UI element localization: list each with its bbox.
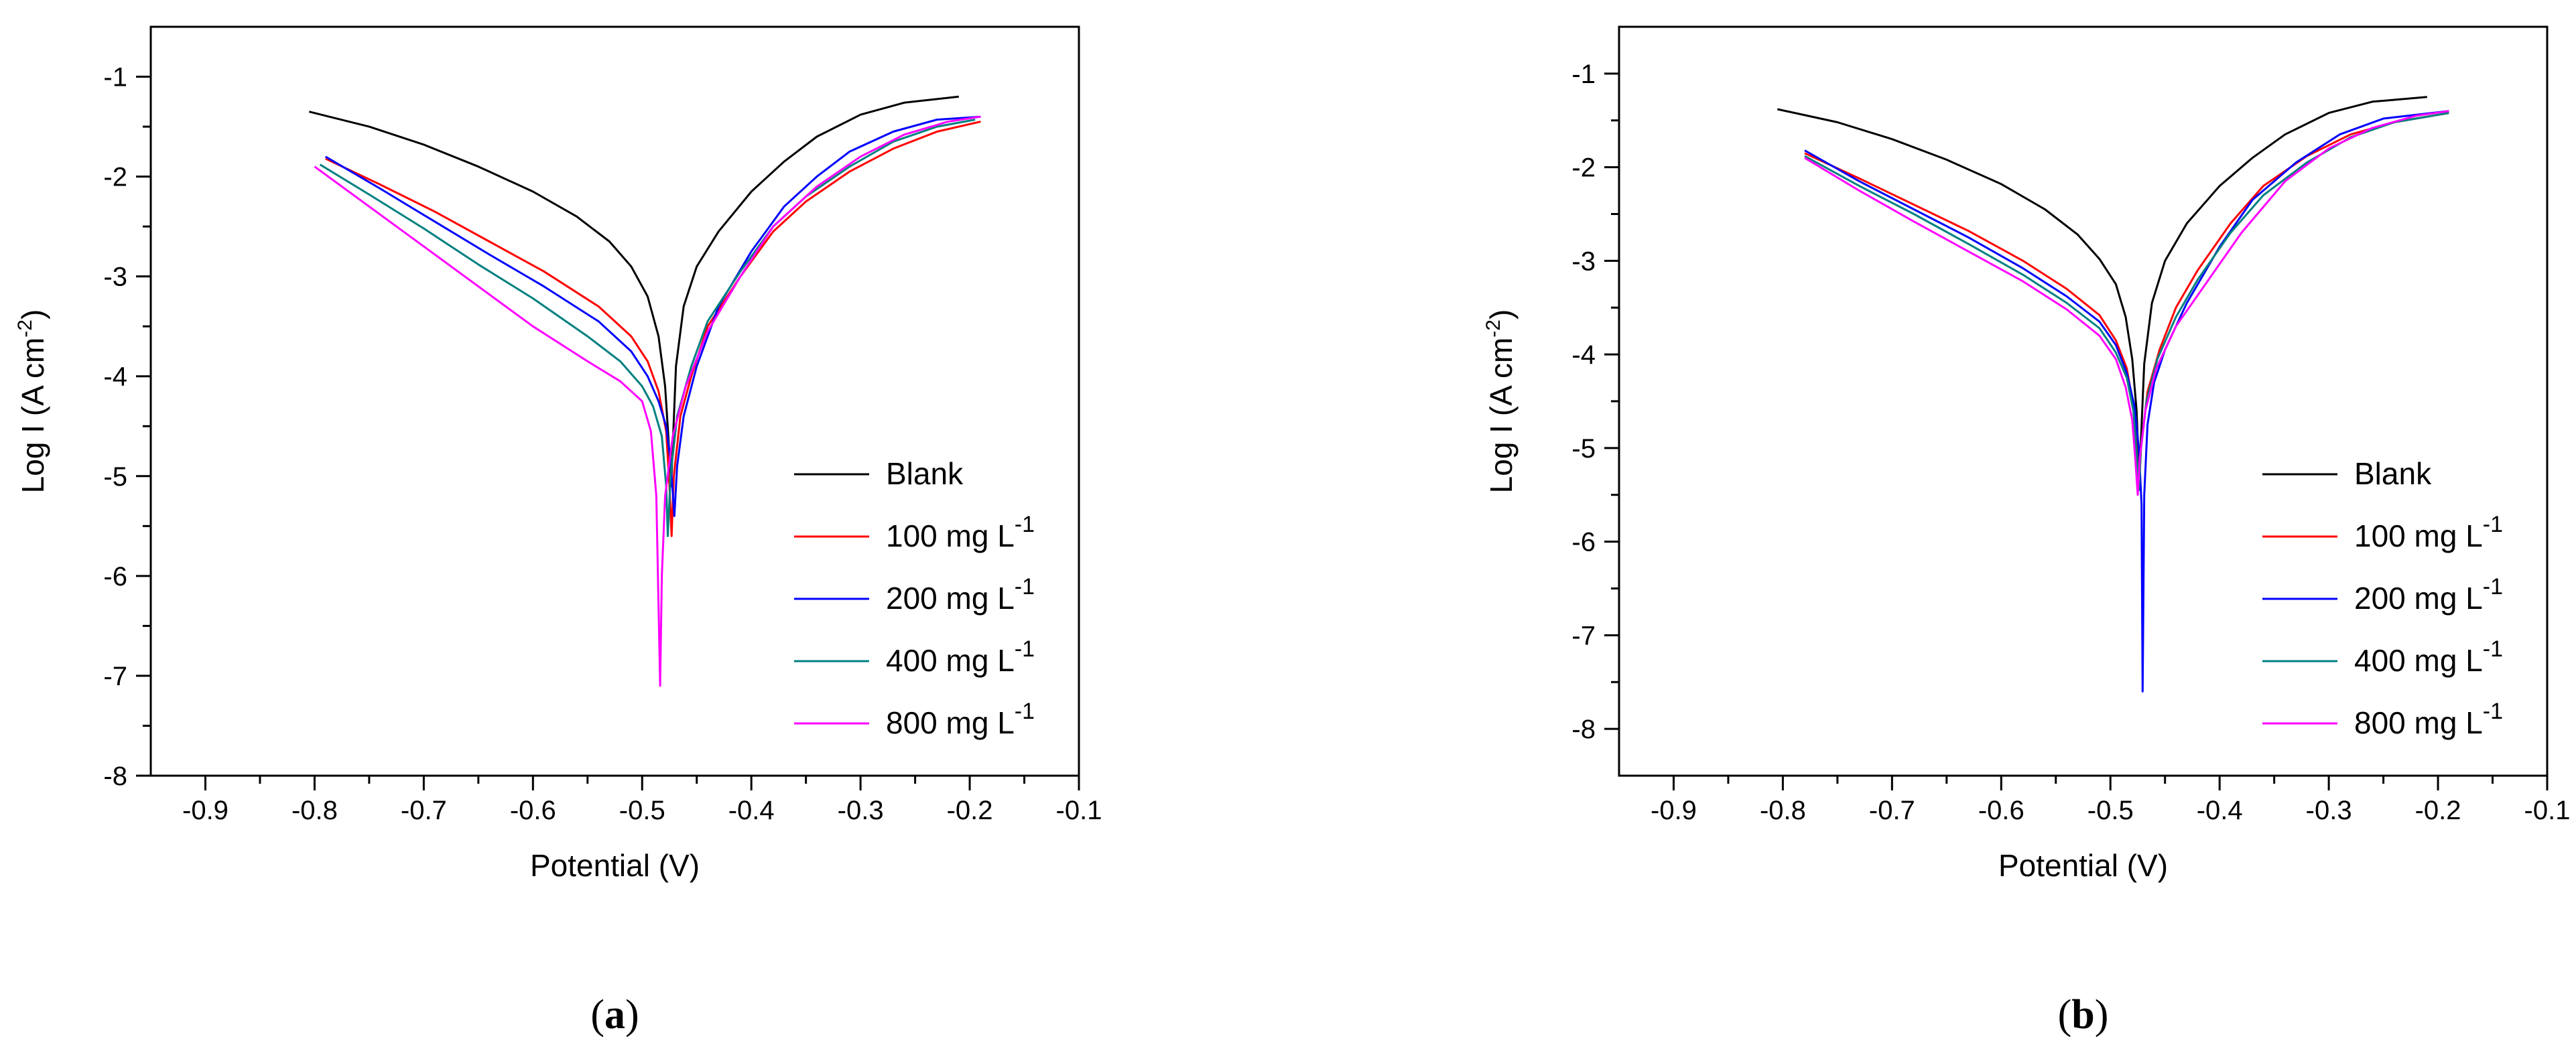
chart-1-series-3-line xyxy=(324,115,981,517)
chart-1-x-axis-label: Potential (V) xyxy=(530,848,700,883)
chart-1-plot-frame xyxy=(149,25,1080,777)
chart-2-legend-label-name: Blank xyxy=(2354,456,2432,491)
chart-1-x-tick-label: -0.4 xyxy=(728,796,775,825)
chart-1-y-tick-label: -4 xyxy=(103,362,127,392)
chart-1-legend-label-sup: -1 xyxy=(1015,574,1035,600)
chart-2-legend-label-name: 200 mg L xyxy=(2354,581,2483,616)
chart-1-legend-label-name: 800 mg L xyxy=(886,705,1015,740)
chart-1-y-tick-label: -6 xyxy=(103,562,127,591)
chart-2: -0.9 -0.8 -0.7 -0.6 -0.5 -0.4 -0.3 -0.2 -0.1 -8 -7… xyxy=(1482,25,2571,1038)
chart-2-panel-label-open: ( xyxy=(2058,992,2072,1038)
chart-1-legend-label-sup: -1 xyxy=(1015,512,1035,537)
chart-2-y-axis-label: Log I (A cm-2) xyxy=(1482,309,1519,494)
chart-2-x-tick-label: -0.8 xyxy=(1760,796,1806,825)
chart-1-x-tick-label: -0.3 xyxy=(838,796,884,825)
chart-2-panel-label: (b) xyxy=(2058,992,2109,1038)
chart-2-legend-label-sup: -1 xyxy=(2483,512,2503,537)
chart-1-legend-label: 100 mg L-1 xyxy=(886,512,1035,553)
chart-2-panel-label-close: ) xyxy=(2095,992,2109,1038)
chart-2-y-tick-label: -1 xyxy=(1571,60,1596,89)
chart-1-legend-label-sup: -1 xyxy=(1015,636,1035,662)
chart-2-legend-label: 800 mg L-1 xyxy=(2354,699,2503,740)
chart-2-x-axis-label: Potential (V) xyxy=(1998,848,2168,883)
chart-2-x-tick-label: -0.6 xyxy=(1978,796,2024,825)
chart-2-series-5-line xyxy=(1804,110,2449,496)
chart-1-y-tick-label: -7 xyxy=(103,662,127,691)
chart-2-legend-label-name: 800 mg L xyxy=(2354,705,2483,740)
chart-1-x-tick-label: -0.9 xyxy=(182,796,229,825)
chart-1-legend-label-name: 200 mg L xyxy=(886,581,1015,616)
chart-1-y-axis-label-close: ) xyxy=(15,309,50,320)
chart-2-y-tick-label: -6 xyxy=(1571,528,1596,557)
chart-1: -0.9 -0.8 -0.7 -0.6 -0.5 -0.4 -0.3 -0.2 -0.1 -8 -7… xyxy=(14,25,1102,1038)
chart-2-y-axis-label-main: Log I (A cm xyxy=(1484,338,1519,494)
chart-1-x-tick-label: -0.1 xyxy=(1056,796,1102,825)
chart-2-y-tick-label: -4 xyxy=(1571,340,1596,370)
chart-1-legend-label: Blank xyxy=(886,456,964,491)
chart-2-x-tick-label: -0.3 xyxy=(2306,796,2352,825)
chart-2-x-tick-label: -0.7 xyxy=(1869,796,1915,825)
chart-2-y-tick-label: -8 xyxy=(1571,715,1596,744)
chart-2-x-tick-label: -0.5 xyxy=(2087,796,2134,825)
chart-1-y-axis-label-sup: -2 xyxy=(14,320,36,338)
chart-1-y-tick-label: -5 xyxy=(103,462,127,492)
chart-1-series-4-line xyxy=(319,119,976,537)
chart-2-x-tick-label: -0.9 xyxy=(1651,796,1697,825)
chart-2-legend-label: Blank xyxy=(2354,456,2432,491)
chart-1-panel-label-close: ) xyxy=(625,992,639,1038)
chart-1-legend-label-sup: -1 xyxy=(1015,699,1035,724)
chart-1-legend-label-name: Blank xyxy=(886,456,964,491)
chart-2-y-tick-label: -3 xyxy=(1571,247,1596,276)
chart-1-y-tick-label: -8 xyxy=(103,762,127,791)
chart-2-legend-label-name: 400 mg L xyxy=(2354,643,2483,678)
chart-1-x-tick-label: -0.8 xyxy=(292,796,338,825)
chart-1-y-axis-label-main: Log I (A cm xyxy=(15,338,50,494)
chart-1-series-2-line xyxy=(325,121,981,537)
chart-1-panel-label-letter: a xyxy=(604,992,625,1038)
chart-1-x-tick-label: -0.7 xyxy=(401,796,447,825)
chart-2-y-tick-label: -2 xyxy=(1571,153,1596,183)
chart-1-panel-label: (a) xyxy=(590,992,639,1038)
chart-2-series-2-line xyxy=(1804,112,2449,492)
chart-2-y-axis-label-close: ) xyxy=(1484,309,1519,320)
chart-1-x-tick-label: -0.5 xyxy=(619,796,665,825)
chart-1-legend-label-name: 100 mg L xyxy=(886,518,1015,553)
chart-2-legend-label-sup: -1 xyxy=(2483,636,2503,662)
chart-2-series-1-line xyxy=(1777,96,2427,482)
chart-2-x-tick-label: -0.4 xyxy=(2197,796,2243,825)
chart-2-legend-label-sup: -1 xyxy=(2483,699,2503,724)
chart-2-legend-label-sup: -1 xyxy=(2483,574,2503,600)
chart-2-y-tick-label: -7 xyxy=(1571,621,1596,650)
chart-1-x-tick-label: -0.2 xyxy=(947,796,993,825)
chart-1-legend-label: 800 mg L-1 xyxy=(886,699,1035,740)
chart-1-panel-label-open: ( xyxy=(590,992,604,1038)
chart-1-x-tick-label: -0.6 xyxy=(510,796,556,825)
chart-2-x-tick-label: -0.1 xyxy=(2524,796,2571,825)
chart-1-series-5-line xyxy=(314,115,981,687)
chart-2-legend-label: 100 mg L-1 xyxy=(2354,512,2503,553)
chart-1-y-tick-label: -3 xyxy=(103,263,127,292)
chart-1-y-axis-label: Log I (A cm-2) xyxy=(14,309,50,494)
chart-2-y-tick-label: -5 xyxy=(1571,434,1596,464)
chart-2-legend-label: 200 mg L-1 xyxy=(2354,574,2503,616)
chart-1-legend-label: 400 mg L-1 xyxy=(886,636,1035,678)
chart-1-legend-label: 200 mg L-1 xyxy=(886,574,1035,616)
chart-2-series-4-line xyxy=(1804,112,2449,492)
chart-2-legend-label: 400 mg L-1 xyxy=(2354,636,2503,678)
chart-1-legend-label-name: 400 mg L xyxy=(886,643,1015,678)
chart-1-y-tick-label: -1 xyxy=(103,63,127,92)
chart-2-series-3-line xyxy=(1804,110,2449,693)
chart-2-y-axis-label-sup: -2 xyxy=(1482,320,1504,338)
chart-1-y-tick-label: -2 xyxy=(103,163,127,192)
chart-2-legend-label-name: 100 mg L xyxy=(2354,518,2483,553)
chart-2-panel-label-letter: b xyxy=(2071,992,2094,1038)
chart-2-x-tick-label: -0.2 xyxy=(2415,796,2461,825)
